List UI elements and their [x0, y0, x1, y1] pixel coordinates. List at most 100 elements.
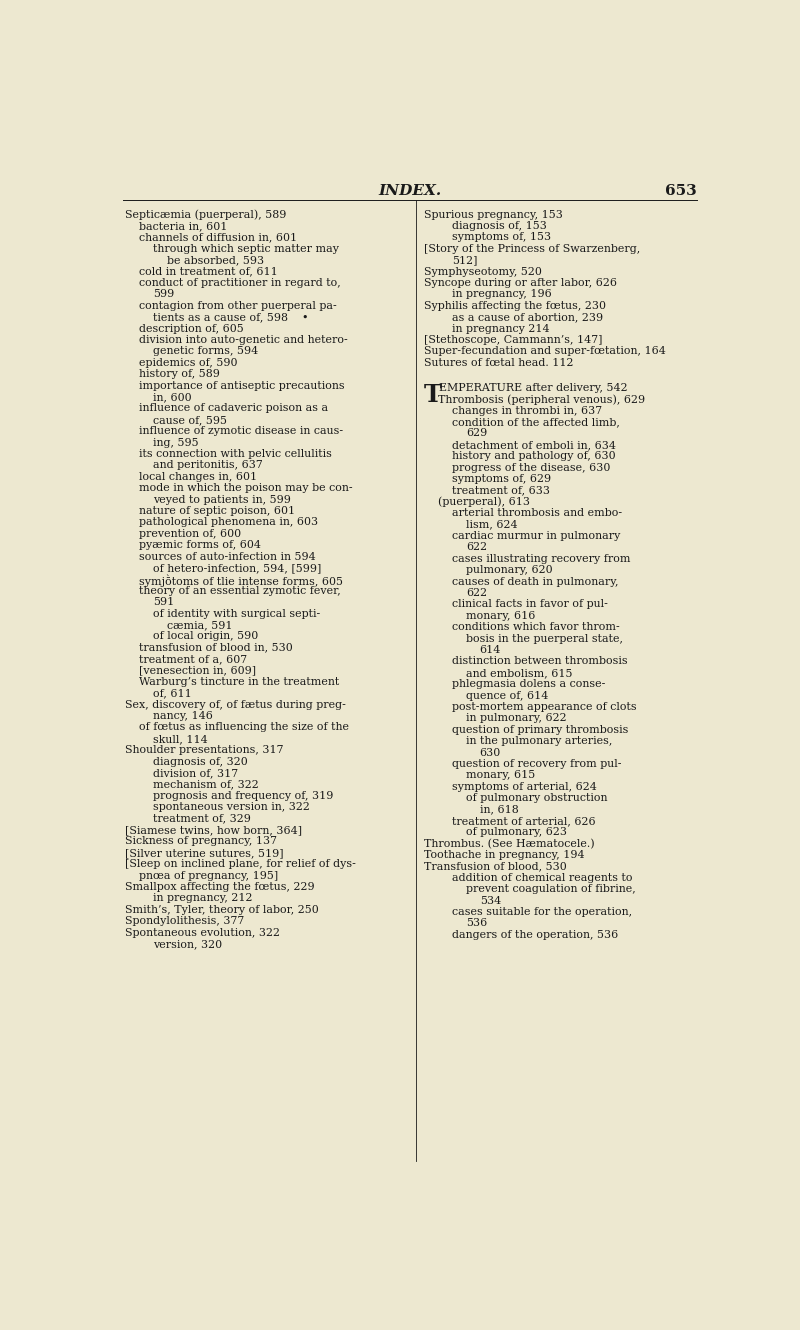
Text: 534: 534	[480, 895, 501, 906]
Text: T: T	[424, 383, 442, 407]
Text: version, 320: version, 320	[153, 939, 222, 950]
Text: 653: 653	[665, 185, 697, 198]
Text: Warburg’s tincture in the treatment: Warburg’s tincture in the treatment	[138, 677, 339, 686]
Text: 512]: 512]	[452, 255, 478, 265]
Text: Spontaneous evolution, 322: Spontaneous evolution, 322	[125, 927, 280, 938]
Text: question of primary thrombosis: question of primary thrombosis	[452, 725, 628, 734]
Text: cardiac murmur in pulmonary: cardiac murmur in pulmonary	[452, 531, 620, 541]
Text: in pregnancy, 196: in pregnancy, 196	[452, 290, 552, 299]
Text: lism, 624: lism, 624	[466, 520, 518, 529]
Text: influence of zymotic disease in caus-: influence of zymotic disease in caus-	[138, 426, 343, 436]
Text: spontaneous version in, 322: spontaneous version in, 322	[153, 802, 310, 813]
Text: 536: 536	[466, 919, 487, 928]
Text: treatment of a, 607: treatment of a, 607	[138, 654, 247, 664]
Text: symptoms of arterial, 624: symptoms of arterial, 624	[452, 782, 597, 791]
Text: progress of the disease, 630: progress of the disease, 630	[452, 463, 610, 472]
Text: of pulmonary obstruction: of pulmonary obstruction	[466, 793, 607, 803]
Text: and peritonitis, 637: and peritonitis, 637	[153, 460, 262, 471]
Text: pnœa of pregnancy, 195]: pnœa of pregnancy, 195]	[138, 871, 278, 880]
Text: prevention of, 600: prevention of, 600	[138, 529, 241, 539]
Text: of hetero-infection, 594, [599]: of hetero-infection, 594, [599]	[153, 563, 321, 573]
Text: addition of chemical reagents to: addition of chemical reagents to	[452, 872, 632, 883]
Text: symptoms of, 629: symptoms of, 629	[452, 473, 551, 484]
Text: Spondylolithesis, 377: Spondylolithesis, 377	[125, 916, 244, 926]
Text: of local origin, 590: of local origin, 590	[153, 632, 258, 641]
Text: be absorbed, 593: be absorbed, 593	[166, 255, 264, 265]
Text: Sex, discovery of, of fætus during preg-: Sex, discovery of, of fætus during preg-	[125, 700, 346, 710]
Text: Transfusion of blood, 530: Transfusion of blood, 530	[424, 862, 566, 871]
Text: 629: 629	[466, 428, 487, 439]
Text: symjṑtoms of tlie intense forms, 605: symjṑtoms of tlie intense forms, 605	[138, 575, 342, 587]
Text: in, 618: in, 618	[480, 805, 518, 814]
Text: [Stethoscope, Cammann’s, 147]: [Stethoscope, Cammann’s, 147]	[424, 335, 602, 344]
Text: Syphilis affecting the fœtus, 230: Syphilis affecting the fœtus, 230	[424, 301, 606, 311]
Text: mechanism of, 322: mechanism of, 322	[153, 779, 258, 790]
Text: cause of, 595: cause of, 595	[153, 415, 226, 424]
Text: prognosis and frequency of, 319: prognosis and frequency of, 319	[153, 791, 333, 801]
Text: history and pathology of, 630: history and pathology of, 630	[452, 451, 615, 462]
Text: clinical facts in favor of pul-: clinical facts in favor of pul-	[452, 600, 608, 609]
Text: [Story of the Princess of Swarzenberg,: [Story of the Princess of Swarzenberg,	[424, 243, 640, 254]
Text: cases suitable for the operation,: cases suitable for the operation,	[452, 907, 632, 918]
Text: cæmia, 591: cæmia, 591	[166, 620, 232, 630]
Text: Syncope during or after labor, 626: Syncope during or after labor, 626	[424, 278, 617, 289]
Text: arterial thrombosis and embo-: arterial thrombosis and embo-	[452, 508, 622, 519]
Text: bacteria in, 601: bacteria in, 601	[138, 221, 227, 231]
Text: phlegmasia dolens a conse-: phlegmasia dolens a conse-	[452, 680, 606, 689]
Text: symptoms of, 153: symptoms of, 153	[452, 233, 551, 242]
Text: prevent coagulation of fibrine,: prevent coagulation of fibrine,	[466, 884, 635, 894]
Text: diagnosis of, 153: diagnosis of, 153	[452, 221, 546, 231]
Text: [Silver uterine sutures, 519]: [Silver uterine sutures, 519]	[125, 847, 283, 858]
Text: Toothache in pregnancy, 194: Toothache in pregnancy, 194	[424, 850, 585, 861]
Text: history of, 589: history of, 589	[138, 370, 220, 379]
Text: INDEX.: INDEX.	[378, 185, 442, 198]
Text: genetic forms, 594: genetic forms, 594	[153, 346, 258, 356]
Text: of pulmonary, 623: of pulmonary, 623	[466, 827, 566, 838]
Text: epidemics of, 590: epidemics of, 590	[138, 358, 238, 368]
Text: dangers of the operation, 536: dangers of the operation, 536	[452, 930, 618, 940]
Text: local changes in, 601: local changes in, 601	[138, 472, 257, 481]
Text: condition of the affected limb,: condition of the affected limb,	[452, 418, 620, 427]
Text: [Siamese twins, how born, 364]: [Siamese twins, how born, 364]	[125, 825, 302, 835]
Text: distinction between thrombosis: distinction between thrombosis	[452, 657, 627, 666]
Text: EMPERATURE after delivery, 542: EMPERATURE after delivery, 542	[439, 383, 628, 392]
Text: through which septic matter may: through which septic matter may	[153, 243, 338, 254]
Text: in pregnancy 214: in pregnancy 214	[452, 323, 550, 334]
Text: description of, 605: description of, 605	[138, 323, 243, 334]
Text: sources of auto-infection in 594: sources of auto-infection in 594	[138, 552, 315, 561]
Text: Smallpox affecting the fœtus, 229: Smallpox affecting the fœtus, 229	[125, 882, 314, 892]
Text: detachment of emboli in, 634: detachment of emboli in, 634	[452, 440, 616, 450]
Text: in pregnancy, 212: in pregnancy, 212	[153, 894, 252, 903]
Text: of fœtus as influencing the size of the: of fœtus as influencing the size of the	[138, 722, 349, 733]
Text: treatment of, 329: treatment of, 329	[153, 814, 250, 823]
Text: Shoulder presentations, 317: Shoulder presentations, 317	[125, 745, 283, 755]
Text: causes of death in pulmonary,: causes of death in pulmonary,	[452, 577, 618, 587]
Text: Smith’s, Tyler, theory of labor, 250: Smith’s, Tyler, theory of labor, 250	[125, 904, 318, 915]
Text: nancy, 146: nancy, 146	[153, 712, 213, 721]
Text: (puerperal), 613: (puerperal), 613	[438, 497, 530, 507]
Text: as a cause of abortion, 239: as a cause of abortion, 239	[452, 313, 603, 322]
Text: transfusion of blood in, 530: transfusion of blood in, 530	[138, 642, 293, 653]
Text: in the pulmonary arteries,: in the pulmonary arteries,	[466, 735, 612, 746]
Text: ing, 595: ing, 595	[153, 438, 198, 448]
Text: division of, 317: division of, 317	[153, 767, 238, 778]
Text: post-mortem appearance of clots: post-mortem appearance of clots	[452, 702, 637, 712]
Text: its connection with pelvic cellulitis: its connection with pelvic cellulitis	[138, 450, 332, 459]
Text: in pulmonary, 622: in pulmonary, 622	[466, 713, 566, 724]
Text: of identity with surgical septi-: of identity with surgical septi-	[153, 609, 320, 618]
Text: of, 611: of, 611	[153, 689, 191, 698]
Text: tients as a cause of, 598    •: tients as a cause of, 598 •	[153, 313, 308, 322]
Text: conditions which favor throm-: conditions which favor throm-	[452, 622, 620, 632]
Text: treatment of, 633: treatment of, 633	[452, 485, 550, 496]
Text: conduct of practitioner in regard to,: conduct of practitioner in regard to,	[138, 278, 341, 289]
Text: skull, 114: skull, 114	[153, 734, 207, 743]
Text: and embolism, 615: and embolism, 615	[466, 668, 572, 678]
Text: monary, 616: monary, 616	[466, 610, 535, 621]
Text: monary, 615: monary, 615	[466, 770, 535, 781]
Text: 622: 622	[466, 588, 487, 598]
Text: 599: 599	[153, 290, 174, 299]
Text: Sutures of fœtal head. 112: Sutures of fœtal head. 112	[424, 358, 574, 368]
Text: division into auto-genetic and hetero-: division into auto-genetic and hetero-	[138, 335, 347, 344]
Text: Symphyseotomy, 520: Symphyseotomy, 520	[424, 266, 542, 277]
Text: influence of cadaveric poison as a: influence of cadaveric poison as a	[138, 403, 328, 414]
